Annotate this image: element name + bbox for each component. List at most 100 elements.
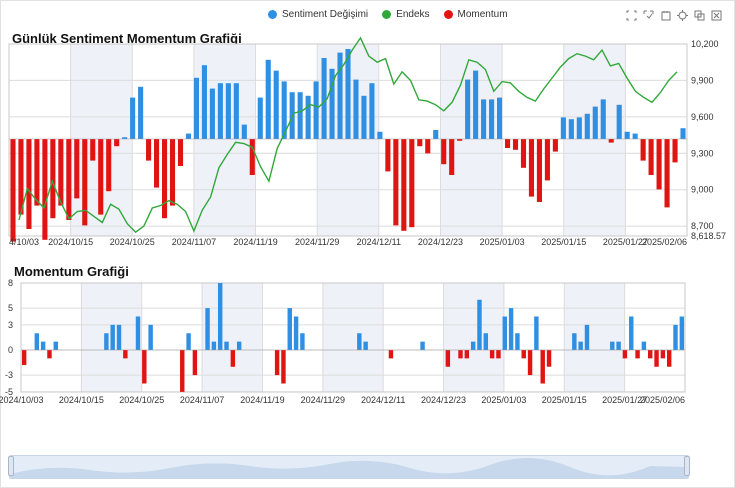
x-axis-tick-label: 2024/10/25	[110, 237, 155, 247]
bar-sentiment	[34, 139, 40, 206]
x-axis-tick-label: 2024/10/15	[59, 395, 104, 405]
plot-border	[20, 282, 686, 393]
zoom-area-icon[interactable]	[626, 10, 637, 21]
legend-item-sentiment[interactable]: Sentiment Değişimi	[268, 9, 368, 20]
x-axis-tick-label: 2025/01/15	[542, 395, 587, 405]
bar-momentum	[458, 350, 463, 359]
bar-momentum	[192, 350, 198, 376]
bar-momentum	[293, 316, 299, 350]
legend-item-endeks[interactable]: Endeks	[382, 9, 430, 20]
bar-momentum	[217, 283, 223, 350]
bar-sentiment	[624, 131, 630, 139]
y-axis-tick-label: -5	[5, 387, 13, 397]
bar-momentum	[21, 350, 27, 366]
bar-sentiment	[146, 139, 152, 161]
bar-sentiment	[305, 95, 311, 139]
bar-sentiment	[241, 124, 247, 139]
bar-sentiment	[42, 139, 48, 240]
bar-momentum	[534, 316, 539, 350]
bar-momentum	[546, 350, 552, 367]
bar-sentiment	[201, 65, 207, 139]
grid-band	[443, 283, 504, 392]
plot-border	[8, 43, 688, 237]
grid-band	[322, 283, 384, 392]
bar-momentum	[496, 350, 501, 359]
x-axis-tick-label: 2024/11/19	[240, 395, 284, 405]
bar-sentiment	[193, 77, 199, 139]
bar-momentum	[641, 341, 647, 350]
bar-sentiment	[265, 59, 271, 139]
bar-momentum	[123, 350, 128, 359]
bar-sentiment	[512, 139, 519, 150]
slider-preview	[10, 457, 688, 478]
bar-sentiment	[648, 139, 654, 175]
bar-momentum	[34, 333, 40, 350]
bar-momentum	[521, 350, 526, 359]
bar-momentum	[578, 341, 583, 350]
bar-momentum	[47, 350, 52, 359]
bar-sentiment	[130, 97, 136, 139]
bar-sentiment	[361, 95, 367, 139]
bar-momentum	[635, 350, 640, 359]
fullscreen-icon[interactable]	[677, 10, 688, 21]
bar-momentum	[527, 350, 533, 376]
bar-sentiment	[66, 139, 72, 220]
bar-momentum	[572, 333, 577, 350]
datazoom-slider[interactable]	[9, 455, 689, 479]
bar-sentiment	[106, 139, 112, 192]
bar-sentiment	[217, 83, 223, 139]
x-axis-tick-label: 2025/01/03	[481, 395, 526, 405]
bar-sentiment	[465, 79, 471, 139]
bar-momentum	[679, 316, 685, 350]
bar-sentiment	[369, 83, 375, 139]
slider-handle-left[interactable]	[8, 456, 14, 476]
bar-momentum	[660, 350, 666, 359]
legend-item-momentum[interactable]: Momentum	[443, 9, 508, 20]
bar-momentum	[616, 341, 621, 350]
bar-momentum	[470, 341, 476, 350]
bar-sentiment	[50, 139, 56, 219]
bar-sentiment	[377, 131, 383, 139]
y-axis-tick-label: -3	[5, 370, 13, 380]
bar-sentiment	[233, 83, 239, 139]
bar-momentum	[53, 341, 58, 350]
bar-sentiment	[114, 139, 120, 147]
bar-momentum	[420, 341, 425, 350]
data-view-icon[interactable]	[694, 10, 705, 21]
legend: Sentiment Değişimi Endeks Momentum	[268, 9, 508, 20]
bar-sentiment	[560, 117, 566, 139]
slider-handle-right[interactable]	[684, 456, 690, 476]
toolbox	[626, 10, 722, 21]
restore-icon[interactable]	[660, 10, 671, 21]
bar-sentiment	[26, 139, 32, 229]
bar-sentiment	[664, 139, 670, 208]
bar-sentiment	[401, 139, 407, 231]
bar-sentiment	[616, 104, 622, 139]
bar-sentiment	[257, 97, 263, 139]
bar-momentum	[445, 350, 451, 367]
bar-sentiment	[74, 139, 80, 199]
x-axis-tick-label: 2024/11/29	[295, 237, 339, 247]
bar-sentiment	[592, 106, 598, 139]
x-axis-tick-label: 2024/10/15	[48, 237, 93, 247]
bar-momentum	[236, 341, 242, 350]
close-icon[interactable]	[711, 10, 722, 21]
bar-sentiment	[281, 81, 287, 139]
bar-momentum	[287, 308, 292, 350]
bar-sentiment	[337, 52, 343, 139]
bar-sentiment	[249, 139, 255, 175]
bar-sentiment	[680, 128, 686, 139]
legend-dot	[382, 10, 392, 19]
bar-sentiment	[520, 139, 527, 168]
bar-momentum	[622, 350, 628, 359]
legend-dot	[268, 10, 277, 19]
bar-sentiment	[600, 99, 606, 139]
bar-momentum	[629, 316, 634, 350]
bar-momentum	[648, 350, 653, 359]
bar-sentiment	[313, 81, 319, 139]
zoom-reset-icon[interactable]	[643, 10, 654, 21]
bar-momentum	[224, 341, 229, 350]
bar-sentiment	[154, 139, 160, 188]
chart-title-bottom: Momentum Grafiği	[14, 264, 129, 279]
grid-band	[202, 283, 263, 392]
